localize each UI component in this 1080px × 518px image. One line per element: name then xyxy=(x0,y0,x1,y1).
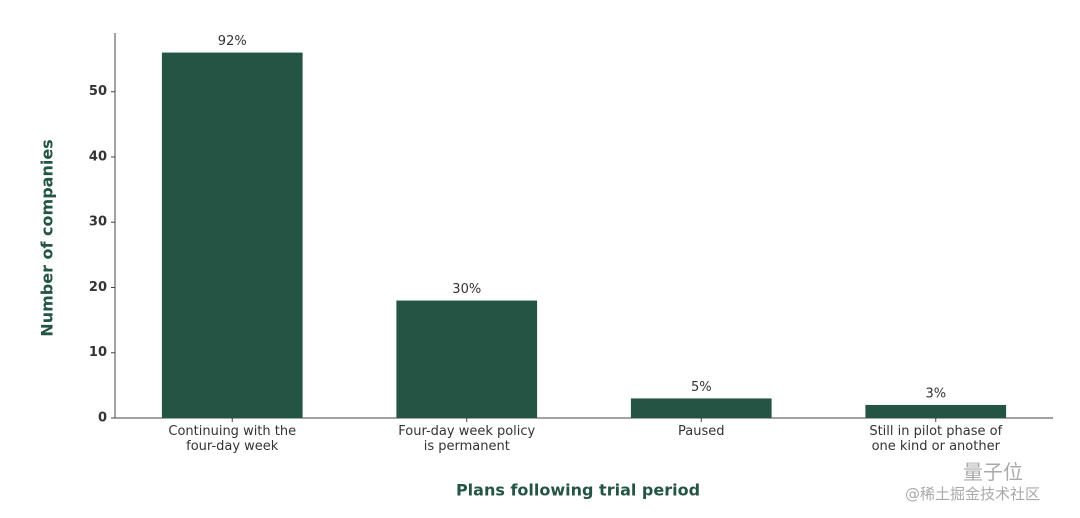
value-label: 92% xyxy=(218,34,247,49)
value-label: 3% xyxy=(925,386,946,401)
bar xyxy=(161,52,303,419)
x-axis-label: Plans following trial period xyxy=(456,481,700,500)
y-tick-label: 50 xyxy=(89,84,107,99)
value-label: 30% xyxy=(452,282,481,297)
bar xyxy=(865,404,1007,418)
x-tick-label: Four-day week policy is permanent xyxy=(398,424,536,454)
x-tick-label: Still in pilot phase of one kind or anot… xyxy=(869,424,1003,454)
value-label: 5% xyxy=(691,380,712,395)
y-tick-label: 40 xyxy=(89,149,107,164)
y-tick-label: 10 xyxy=(89,345,107,360)
y-tick-label: 30 xyxy=(89,215,107,230)
bar xyxy=(396,300,538,418)
x-tick-label: Continuing with the four-day week xyxy=(168,424,297,454)
bar xyxy=(630,398,772,418)
y-tick-label: 20 xyxy=(89,280,107,295)
watermark-logo: 量子位 xyxy=(963,460,1023,484)
watermark-source: @稀土掘金技术社区 xyxy=(905,485,1041,503)
y-tick-label: 0 xyxy=(98,411,107,426)
y-axis-label: Number of companies xyxy=(38,139,57,336)
x-tick-label: Paused xyxy=(678,424,725,439)
